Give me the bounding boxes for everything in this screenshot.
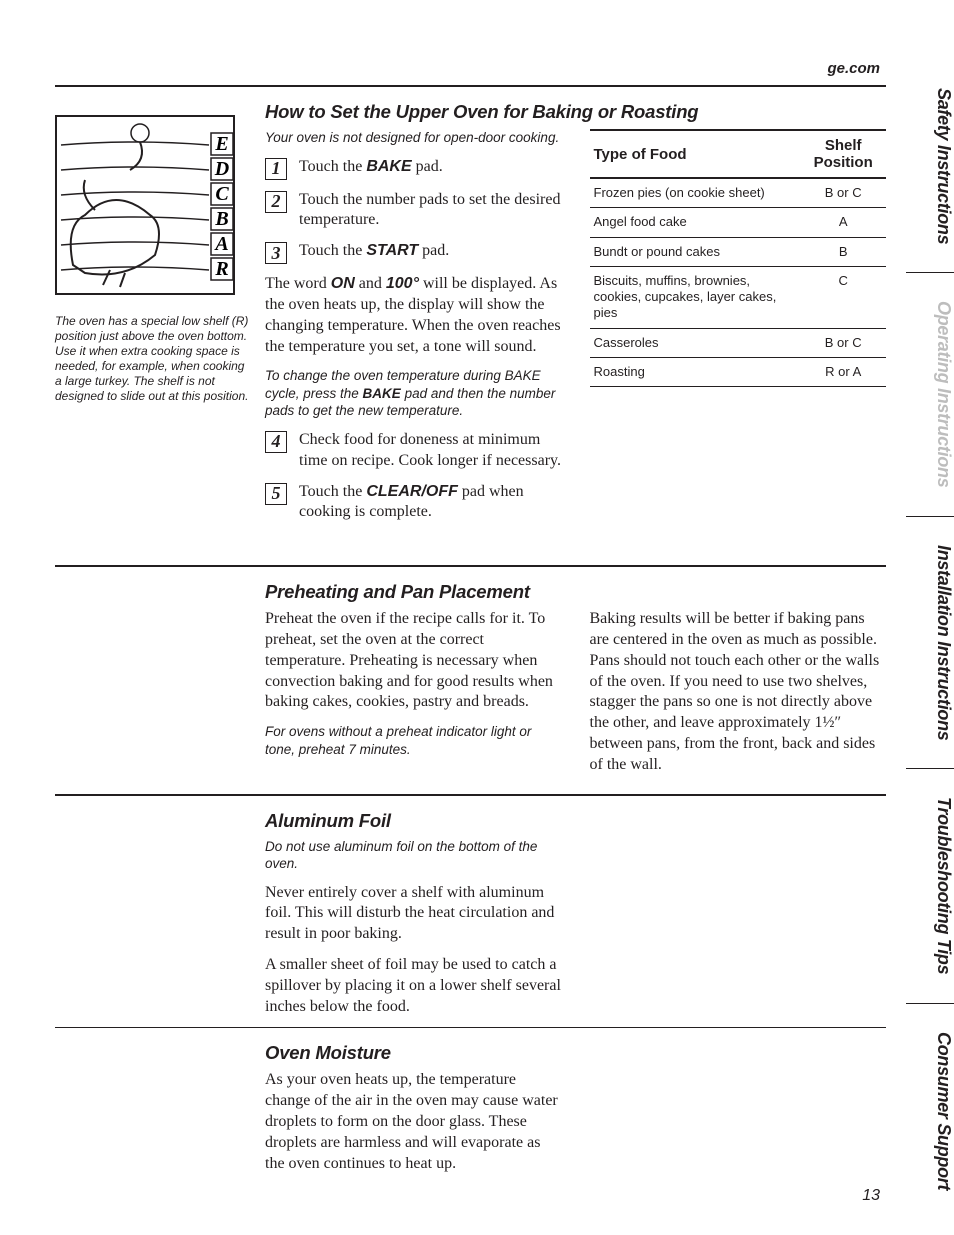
table-row: Frozen pies (on cookie sheet)B or C [590, 178, 887, 208]
table-row: Angel food cakeA [590, 208, 887, 237]
tab-safety[interactable]: Safety Instructions [906, 60, 954, 273]
oven-illustration: E D C B A R [55, 115, 253, 300]
shelf-position-table: Type of Food Shelf Position Frozen pies … [590, 129, 887, 387]
moisture-text: As your oven heats up, the temperature c… [265, 1070, 562, 1174]
oven-caption: The oven has a special low shelf (R) pos… [55, 314, 253, 404]
table-cell: Roasting [590, 357, 801, 386]
step-text: Check food for doneness at minimum time … [299, 430, 562, 472]
table-row: Bundt or pound cakesB [590, 237, 887, 266]
section-moisture: Oven Moisture As your oven heats up, the… [55, 1028, 886, 1184]
change-temp-note: To change the oven temperature during BA… [265, 367, 562, 420]
step-4: 4 Check food for doneness at minimum tim… [265, 430, 562, 472]
side-tabs: Safety Instructions Operating Instructio… [906, 0, 954, 1235]
preheat-text: Preheat the oven if the recipe calls for… [265, 609, 562, 713]
pan-placement-text: Baking results will be better if baking … [590, 609, 887, 775]
step-5: 5 Touch the CLEAR/OFF pad when cooking i… [265, 482, 562, 524]
header-link: ge.com [55, 60, 886, 77]
foil-text1: Never entirely cover a shelf with alumin… [265, 883, 562, 945]
shelf-label: C [215, 183, 229, 205]
table-header: Type of Food [590, 130, 801, 178]
table-row: CasserolesB or C [590, 328, 887, 357]
shelf-label: A [213, 233, 228, 255]
step-num-icon: 1 [265, 158, 287, 180]
table-cell: Casseroles [590, 328, 801, 357]
step-text: Touch the number pads to set the desired… [299, 190, 562, 232]
preheat-note: For ovens without a preheat indicator li… [265, 723, 562, 758]
section-title-preheat: Preheating and Pan Placement [265, 581, 886, 603]
step-3: 3 Touch the START pad. [265, 241, 562, 264]
page-number: 13 [55, 1187, 886, 1205]
table-cell: R or A [800, 357, 886, 386]
step-text: pad. [418, 242, 449, 259]
step-bold: START [366, 242, 418, 259]
section-title-foil: Aluminum Foil [265, 810, 886, 832]
step-num-icon: 5 [265, 483, 287, 505]
section-baking: E D C B A R The oven has a special low s… [55, 87, 886, 533]
step-bold: CLEAR/OFF [366, 483, 458, 500]
table-cell: Angel food cake [590, 208, 801, 237]
table-cell: Bundt or pound cakes [590, 237, 801, 266]
step-text: Touch the [299, 242, 366, 259]
table-cell: B or C [800, 178, 886, 208]
section-preheat: Preheating and Pan Placement Preheat the… [55, 567, 886, 785]
table-cell: Frozen pies (on cookie sheet) [590, 178, 801, 208]
table-cell: B or C [800, 328, 886, 357]
step-num-icon: 4 [265, 431, 287, 453]
display-info: The word ON and 100° will be displayed. … [265, 274, 562, 357]
tab-troubleshooting[interactable]: Troubleshooting Tips [906, 769, 954, 1003]
tab-consumer[interactable]: Consumer Support [906, 1004, 954, 1218]
step-text: Touch the [299, 158, 366, 175]
table-cell: A [800, 208, 886, 237]
shelf-label: E [214, 133, 228, 155]
tab-installation[interactable]: Installation Instructions [906, 517, 954, 770]
table-header: Shelf Position [800, 130, 886, 178]
table-cell: Biscuits, muffins, brownies, cookies, cu… [590, 266, 801, 328]
table-row: Biscuits, muffins, brownies, cookies, cu… [590, 266, 887, 328]
shelf-label: R [214, 258, 228, 280]
step-num-icon: 3 [265, 242, 287, 264]
tab-operating[interactable]: Operating Instructions [906, 273, 954, 516]
section-foil: Aluminum Foil Do not use aluminum foil o… [55, 796, 886, 1028]
step-num-icon: 2 [265, 191, 287, 213]
table-cell: C [800, 266, 886, 328]
table-cell: B [800, 237, 886, 266]
table-row: RoastingR or A [590, 357, 887, 386]
step-bold: BAKE [366, 158, 411, 175]
step-1: 1 Touch the BAKE pad. [265, 157, 562, 180]
step-text: pad. [412, 158, 443, 175]
foil-warning: Do not use aluminum foil on the bottom o… [265, 838, 562, 873]
shelf-label: B [214, 208, 228, 230]
step-2: 2 Touch the number pads to set the desir… [265, 190, 562, 232]
shelf-label: D [214, 158, 229, 180]
section-title-baking: How to Set the Upper Oven for Baking or … [265, 101, 886, 123]
open-door-note: Your oven is not designed for open-door … [265, 129, 562, 147]
step-text: Touch the [299, 483, 366, 500]
foil-text2: A smaller sheet of foil may be used to c… [265, 955, 562, 1017]
section-title-moisture: Oven Moisture [265, 1042, 886, 1064]
